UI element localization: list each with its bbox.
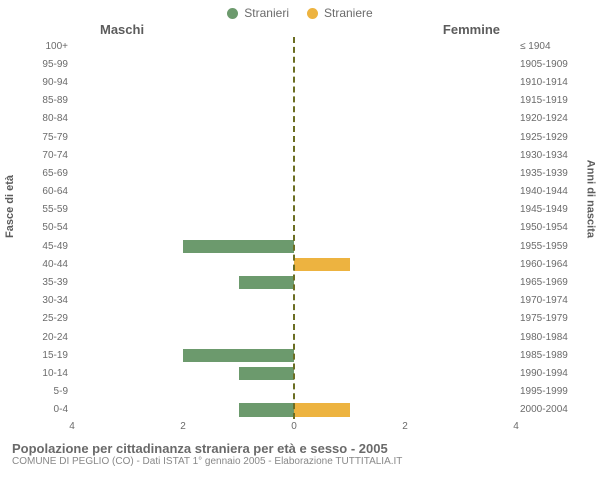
age-label: 0-4 xyxy=(28,404,68,415)
x-tick: 2 xyxy=(402,421,408,432)
legend-male: Stranieri xyxy=(227,6,289,20)
age-label: 90-94 xyxy=(28,77,68,88)
caption-title: Popolazione per cittadinanza straniera p… xyxy=(12,441,588,456)
birth-label: 1925-1929 xyxy=(520,132,584,143)
bar-male xyxy=(239,276,295,290)
legend: Stranieri Straniere xyxy=(0,0,600,22)
x-tick: 4 xyxy=(69,421,75,432)
x-tick: 2 xyxy=(180,421,186,432)
age-label: 10-14 xyxy=(28,368,68,379)
age-label: 80-84 xyxy=(28,113,68,124)
age-label: 25-29 xyxy=(28,313,68,324)
bar-male xyxy=(183,349,294,363)
age-label: 95-99 xyxy=(28,59,68,70)
birth-label: 1970-1974 xyxy=(520,295,584,306)
birth-label: 1910-1914 xyxy=(520,77,584,88)
bar-male xyxy=(239,403,295,417)
age-label: 45-49 xyxy=(28,241,68,252)
birth-label: 1990-1994 xyxy=(520,368,584,379)
age-label: 40-44 xyxy=(28,259,68,270)
center-line xyxy=(293,37,295,419)
age-label: 75-79 xyxy=(28,132,68,143)
bar-female xyxy=(294,403,350,417)
age-label: 65-69 xyxy=(28,168,68,179)
age-label: 50-54 xyxy=(28,222,68,233)
column-title-right: Femmine xyxy=(443,22,500,37)
legend-male-label: Stranieri xyxy=(244,6,289,20)
swatch-female xyxy=(307,8,318,19)
birth-label: 1995-1999 xyxy=(520,386,584,397)
y-axis-label-right: Anni di nascita xyxy=(584,160,596,238)
age-label: 20-24 xyxy=(28,332,68,343)
age-label: 30-34 xyxy=(28,295,68,306)
caption-subtitle: COMUNE DI PEGLIO (CO) - Dati ISTAT 1° ge… xyxy=(12,456,588,467)
birth-label: 1945-1949 xyxy=(520,204,584,215)
x-tick: 0 xyxy=(291,421,297,432)
birth-label: 1940-1944 xyxy=(520,186,584,197)
birth-label: 1920-1924 xyxy=(520,113,584,124)
birth-label: ≤ 1904 xyxy=(520,41,584,52)
legend-female-label: Straniere xyxy=(324,6,373,20)
birth-label: 1980-1984 xyxy=(520,332,584,343)
age-label: 85-89 xyxy=(28,95,68,106)
birth-label: 1935-1939 xyxy=(520,168,584,179)
birth-label: 1985-1989 xyxy=(520,350,584,361)
birth-label: 2000-2004 xyxy=(520,404,584,415)
birth-label: 1960-1964 xyxy=(520,259,584,270)
bar-male xyxy=(183,240,294,254)
birth-label: 1975-1979 xyxy=(520,313,584,324)
plot: 100+≤ 190495-991905-190990-941910-191485… xyxy=(72,37,516,419)
birth-label: 1955-1959 xyxy=(520,241,584,252)
birth-label: 1915-1919 xyxy=(520,95,584,106)
caption: Popolazione per cittadinanza straniera p… xyxy=(0,439,600,467)
age-label: 5-9 xyxy=(28,386,68,397)
column-titles: Maschi Femmine xyxy=(0,22,600,37)
age-label: 15-19 xyxy=(28,350,68,361)
age-label: 70-74 xyxy=(28,150,68,161)
birth-label: 1930-1934 xyxy=(520,150,584,161)
x-tick: 4 xyxy=(513,421,519,432)
legend-female: Straniere xyxy=(307,6,373,20)
bar-female xyxy=(294,258,350,272)
age-label: 100+ xyxy=(28,41,68,52)
x-axis: 4 2 0 2 4 xyxy=(72,421,516,439)
y-axis-label-left: Fasce di età xyxy=(4,175,16,238)
column-title-left: Maschi xyxy=(100,22,144,37)
birth-label: 1965-1969 xyxy=(520,277,584,288)
swatch-male xyxy=(227,8,238,19)
chart-area: Fasce di età Anni di nascita 100+≤ 19049… xyxy=(10,37,590,439)
age-label: 55-59 xyxy=(28,204,68,215)
bar-male xyxy=(239,367,295,381)
birth-label: 1950-1954 xyxy=(520,222,584,233)
birth-label: 1905-1909 xyxy=(520,59,584,70)
age-label: 35-39 xyxy=(28,277,68,288)
age-label: 60-64 xyxy=(28,186,68,197)
